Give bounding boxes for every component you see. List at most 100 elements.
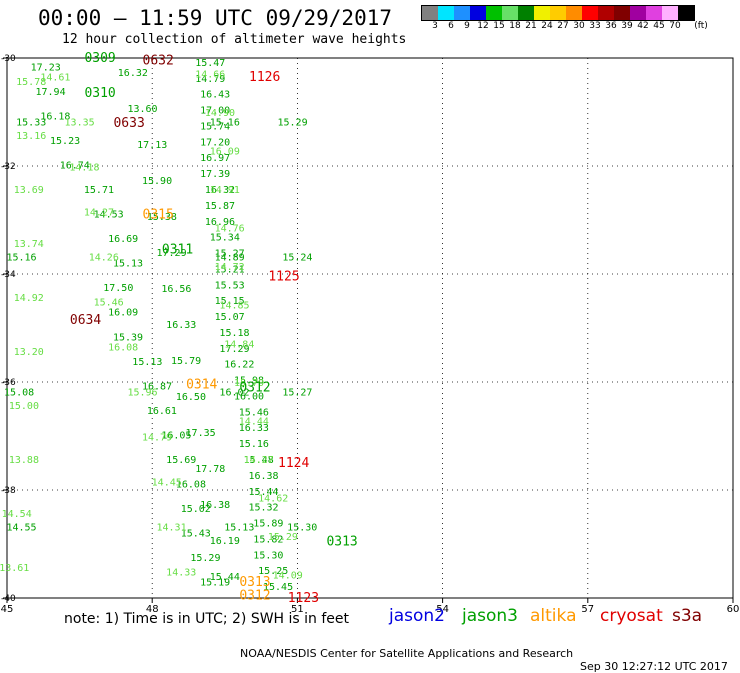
swh-value-label: 13.69 xyxy=(14,185,44,196)
swh-value-label: 16.50 xyxy=(176,392,206,403)
swh-value-label: 15.96 xyxy=(127,388,157,399)
swh-value-label: 15.45 xyxy=(263,582,293,593)
swh-value-label: 15.25 xyxy=(258,566,288,577)
swh-value-label: 15.16 xyxy=(6,253,36,264)
swh-value-label: 15.98 xyxy=(234,376,264,387)
swh-value-label: 13.16 xyxy=(16,131,46,142)
colorbar-swatch xyxy=(518,6,534,20)
pass-time-label: 0310 xyxy=(84,86,115,101)
legend-item: cryosat xyxy=(600,606,663,626)
colorbar-tick-label: 70 xyxy=(669,21,681,31)
colorbar-swatch xyxy=(678,6,694,20)
swh-value-label: 15.90 xyxy=(142,176,172,187)
swh-value-label: 15.30 xyxy=(287,523,317,534)
swh-value-label: 15.23 xyxy=(50,136,80,147)
y-tick-label: -40 xyxy=(1,594,16,604)
colorbar-tick-label: 12 xyxy=(477,21,489,31)
swh-value-label: 14.84 xyxy=(224,339,254,350)
x-tick-label: 57 xyxy=(581,604,594,615)
swh-value-label: 16.74 xyxy=(60,160,90,171)
swh-value-label: 16.09 xyxy=(210,146,240,157)
colorbar-swatch xyxy=(566,6,582,20)
colorbar xyxy=(421,5,695,21)
swh-value-label: 16.61 xyxy=(147,406,177,417)
pass-time-label: 1126 xyxy=(249,70,280,85)
swh-value-label: 13.20 xyxy=(14,347,44,358)
swh-value-label: 14.31 xyxy=(157,523,187,534)
swh-value-label: 15.87 xyxy=(205,201,235,212)
swh-value-label: 15.16 xyxy=(210,118,240,129)
swh-value-label: 15.13 xyxy=(132,357,162,368)
swh-value-label: 16.08 xyxy=(108,343,138,354)
swh-value-label: 14.62 xyxy=(258,494,288,505)
pass-time-label: 0312 xyxy=(239,380,270,395)
data-marks: 15.78 13.16 13.69 13.74 14.92 13.20 15.00 13.88… xyxy=(0,51,358,606)
pass-time-label: 0633 xyxy=(113,116,144,131)
swh-value-label: 14.92 xyxy=(14,293,44,304)
swh-value-label: 14.85 xyxy=(219,301,249,312)
swh-value-label: 14.79 xyxy=(195,74,225,85)
swh-value-label: 14.27 xyxy=(84,208,114,219)
swh-value-label: 16.05 xyxy=(161,430,191,441)
swh-value-label: 16.02 xyxy=(219,388,249,399)
pass-time-label: 0632 xyxy=(143,54,174,69)
pass-time-label: 1124 xyxy=(278,456,309,471)
swh-value-label: 15.34 xyxy=(210,233,240,244)
legend-item: altika xyxy=(530,606,577,626)
x-tick-label: 51 xyxy=(291,604,304,615)
swh-value-label: 15.30 xyxy=(253,550,283,561)
swh-value-label: 14.90 xyxy=(205,108,235,119)
swh-value-label: 15.29 xyxy=(190,553,220,564)
swh-value-label: 17.00 xyxy=(200,106,230,117)
swh-value-label: 14.33 xyxy=(166,568,196,579)
swh-value-label: 15.13 xyxy=(224,523,254,534)
swh-value-label: 17.94 xyxy=(36,87,66,98)
colorbar-unit: (ft) xyxy=(694,21,708,31)
colorbar-tick-label: 36 xyxy=(605,21,617,31)
swh-value-label: 15.16 xyxy=(239,439,269,450)
colorbar-swatch xyxy=(646,6,662,20)
colorbar-swatch xyxy=(422,6,438,20)
swh-value-label: 15.29 xyxy=(268,532,298,543)
y-tick-label: -36 xyxy=(1,378,16,388)
plot-frame xyxy=(6,57,734,599)
page-title: 00:00 – 11:59 UTC 09/29/2017 xyxy=(38,6,393,30)
swh-value-label: 16.18 xyxy=(40,111,70,122)
swh-value-label: 15.33 xyxy=(16,118,46,129)
swh-value-label: 15.53 xyxy=(215,280,245,291)
swh-value-label: 15.74 xyxy=(200,121,230,132)
swh-value-label: 14.27 xyxy=(244,455,274,466)
swh-value-label: 16.09 xyxy=(108,308,138,319)
colorbar-tick-label: 24 xyxy=(541,21,553,31)
y-tick-label: -38 xyxy=(1,486,16,496)
swh-value-label: 15.70 xyxy=(234,378,264,389)
colorbar-swatch xyxy=(502,6,518,20)
colorbar-swatch xyxy=(534,6,550,20)
swh-value-label: 13.35 xyxy=(65,118,95,129)
swh-value-label: 14.55 xyxy=(6,523,36,534)
swh-value-label: 14.72 xyxy=(215,262,245,273)
colorbar-swatch xyxy=(550,6,566,20)
swh-value-label: 13.74 xyxy=(14,239,44,250)
swh-value-label: 14.76 xyxy=(215,224,245,235)
swh-value-label: 14.45 xyxy=(152,478,182,489)
pass-time-label: 1125 xyxy=(268,270,299,285)
swh-value-label: 14.26 xyxy=(89,253,119,264)
swh-value-label: 16.96 xyxy=(205,217,235,228)
colorbar-tick-label: 21 xyxy=(525,21,537,31)
swh-value-label: 15.71 xyxy=(84,185,114,196)
swh-value-label: 15.48 xyxy=(244,455,274,466)
swh-value-label: 15.00 xyxy=(9,401,39,412)
swh-value-label: 17.29 xyxy=(157,248,187,259)
swh-value-label: 13.61 xyxy=(0,563,29,574)
swh-value-label: 17.23 xyxy=(31,62,61,73)
pass-time-label: 1123 xyxy=(288,591,319,606)
swh-value-label: 16.56 xyxy=(161,284,191,295)
legend-item: jason3 xyxy=(462,606,518,626)
pass-time-label: 0311 xyxy=(162,243,193,258)
x-tick-label: 45 xyxy=(1,604,14,615)
page-subtitle: 12 hour collection of altimeter wave hei… xyxy=(62,32,407,47)
swh-value-label: 14.61 xyxy=(40,73,70,84)
swh-value-label: 16.69 xyxy=(108,234,138,245)
colorbar-tick-label: 30 xyxy=(573,21,585,31)
